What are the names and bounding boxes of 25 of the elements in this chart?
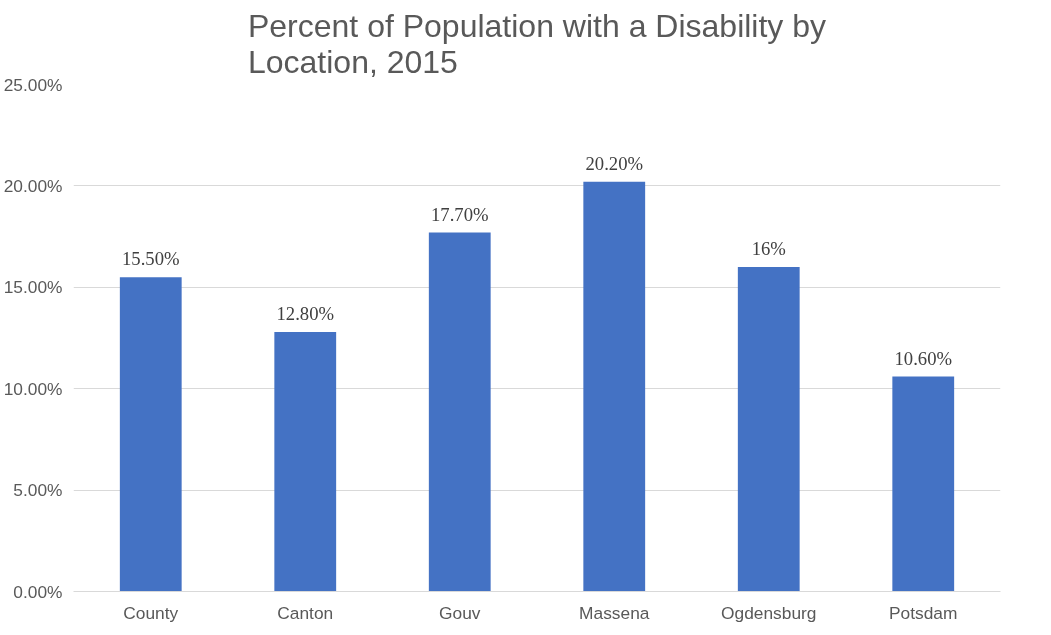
y-tick-label: 10.00% bbox=[3, 378, 63, 399]
x-tick-label: Ogdensburg bbox=[721, 602, 817, 623]
bar bbox=[428, 232, 491, 592]
data-label: 10.60% bbox=[894, 347, 953, 369]
bar bbox=[274, 331, 337, 592]
data-label: 15.50% bbox=[121, 248, 180, 270]
bar bbox=[737, 267, 800, 592]
data-label: 20.20% bbox=[585, 152, 644, 174]
x-tick-label: Gouv bbox=[439, 602, 481, 623]
chart-title: Percent of Population with a Disability by Location, 2015 bbox=[247, 7, 827, 80]
bar bbox=[892, 376, 955, 592]
x-tick-label: Potsdam bbox=[889, 602, 958, 623]
y-tick-label: 25.00% bbox=[3, 74, 63, 95]
y-tick-label: 5.00% bbox=[13, 480, 63, 501]
y-tick-label: 15.00% bbox=[3, 277, 63, 298]
x-tick-label: Massena bbox=[579, 602, 650, 623]
bar bbox=[583, 181, 646, 592]
x-tick-label: Canton bbox=[277, 602, 334, 623]
data-label: 12.80% bbox=[276, 302, 335, 324]
bar bbox=[119, 277, 182, 592]
data-label: 17.70% bbox=[430, 203, 489, 225]
data-label: 16% bbox=[751, 238, 786, 260]
y-tick-label: 20.00% bbox=[3, 175, 63, 196]
x-tick-label: County bbox=[123, 602, 179, 623]
y-tick-label: 0.00% bbox=[13, 581, 63, 602]
